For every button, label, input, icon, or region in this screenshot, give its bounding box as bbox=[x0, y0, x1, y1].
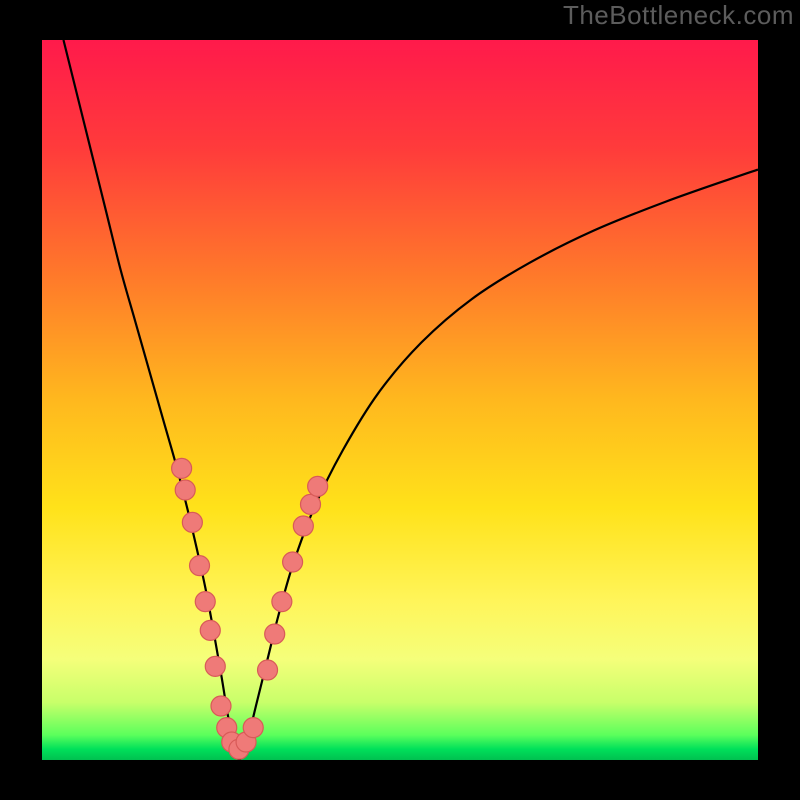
sample-marker bbox=[205, 656, 225, 676]
sample-marker bbox=[195, 592, 215, 612]
sample-marker bbox=[172, 458, 192, 478]
watermark-text: TheBottleneck.com bbox=[563, 0, 794, 31]
sample-marker bbox=[293, 516, 313, 536]
sample-marker bbox=[200, 620, 220, 640]
sample-marker bbox=[211, 696, 231, 716]
sample-marker bbox=[283, 552, 303, 572]
sample-marker bbox=[265, 624, 285, 644]
sample-marker bbox=[175, 480, 195, 500]
sample-marker bbox=[243, 718, 263, 738]
sample-marker bbox=[301, 494, 321, 514]
sample-marker bbox=[258, 660, 278, 680]
sample-marker bbox=[182, 512, 202, 532]
bottleneck-chart bbox=[0, 0, 800, 800]
sample-marker bbox=[190, 556, 210, 576]
plot-background bbox=[42, 40, 758, 760]
sample-marker bbox=[308, 476, 328, 496]
sample-marker bbox=[272, 592, 292, 612]
